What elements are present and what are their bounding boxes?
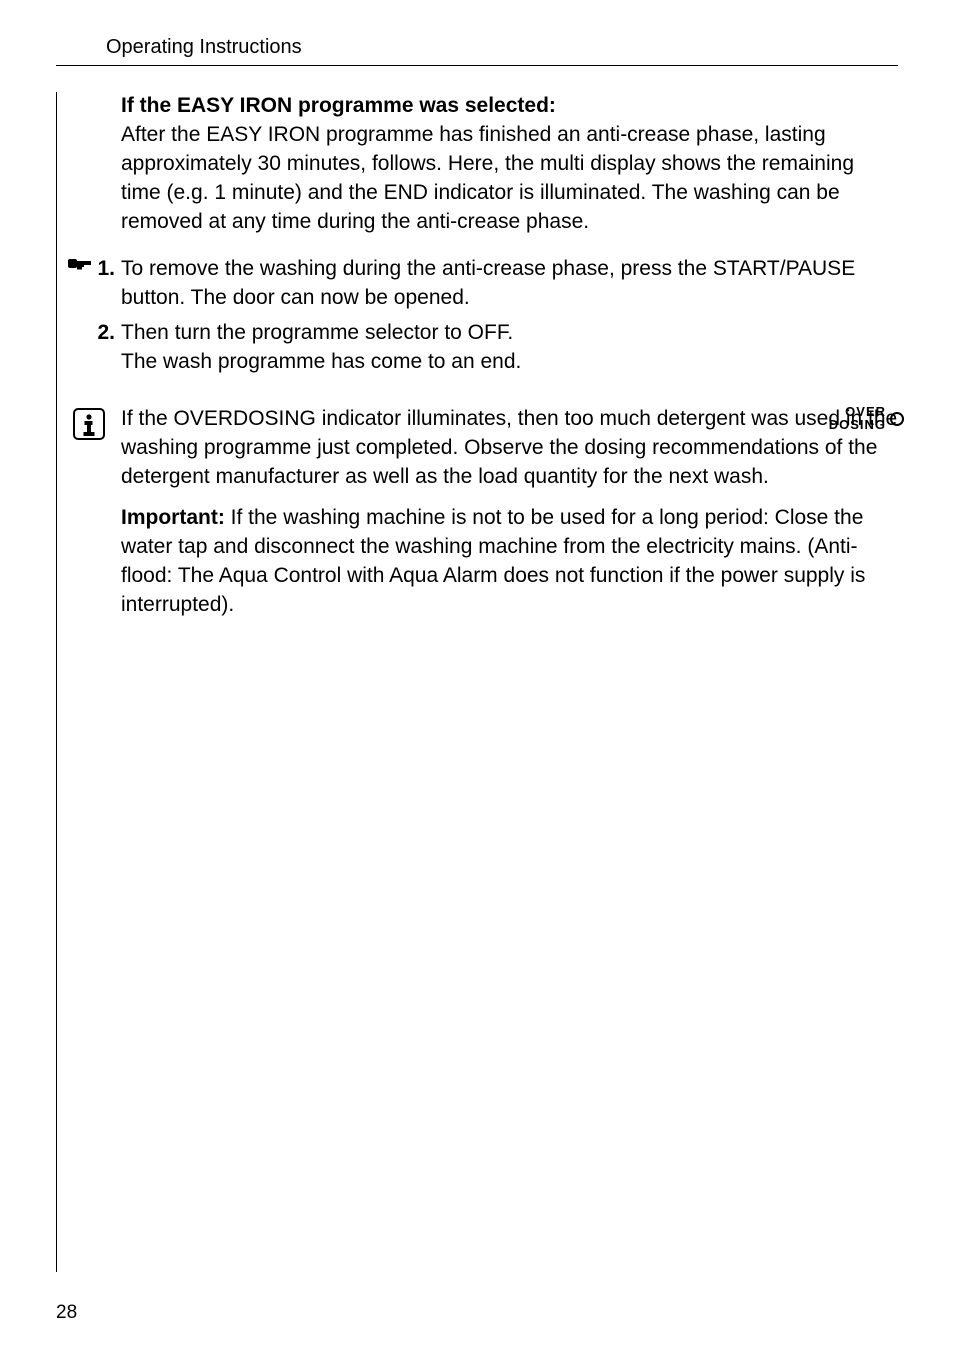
over-dosing-indicator: OVER DOSING — [829, 405, 904, 431]
indicator-led-icon — [890, 412, 904, 426]
important-label: Important: — [121, 506, 225, 529]
info-text-wrap: OVER DOSING If the OVERDOSING indicator … — [121, 405, 898, 492]
step-text: To remove the washing during the anti-cr… — [121, 255, 898, 313]
over-dosing-line2: DOSING — [829, 417, 886, 432]
step-text: Then turn the programme selector to OFF.… — [121, 319, 898, 377]
step-number: 2. — [97, 319, 115, 348]
important-block: Important: If the washing machine is not… — [121, 504, 898, 620]
pointing-hand-icon — [67, 255, 93, 273]
content-column: If the EASY IRON programme was selected:… — [56, 92, 898, 1272]
step-text-line2: The wash programme has come to an end. — [121, 350, 521, 373]
step-text-line1: Then turn the programme selector to OFF. — [121, 321, 513, 344]
important-text: If the washing machine is not to be used… — [121, 506, 865, 616]
page-container: Operating Instructions If the EASY IRON … — [0, 0, 954, 1352]
info-row: OVER DOSING If the OVERDOSING indicator … — [121, 405, 898, 492]
section-intro-block: If the EASY IRON programme was selected:… — [121, 92, 898, 237]
header-text: Operating Instructions — [106, 36, 302, 59]
info-text: If the OVERDOSING indicator illuminates,… — [121, 407, 897, 488]
info-icon — [72, 407, 106, 441]
step-marker-col: 1. — [57, 255, 121, 284]
step-marker-col: 2. — [57, 319, 121, 348]
section-intro-text: After the EASY IRON programme has finish… — [121, 123, 854, 233]
over-dosing-label: OVER DOSING — [829, 405, 886, 431]
step-row: 2. Then turn the programme selector to O… — [121, 319, 898, 377]
header-rule — [56, 65, 898, 66]
step-row: 1. To remove the washing during the anti… — [121, 255, 898, 313]
running-header: Operating Instructions — [106, 36, 898, 59]
step-number: 1. — [97, 255, 115, 284]
page-number: 28 — [56, 1302, 77, 1324]
info-icon-col — [57, 405, 121, 441]
section-heading: If the EASY IRON programme was selected: — [121, 94, 556, 117]
